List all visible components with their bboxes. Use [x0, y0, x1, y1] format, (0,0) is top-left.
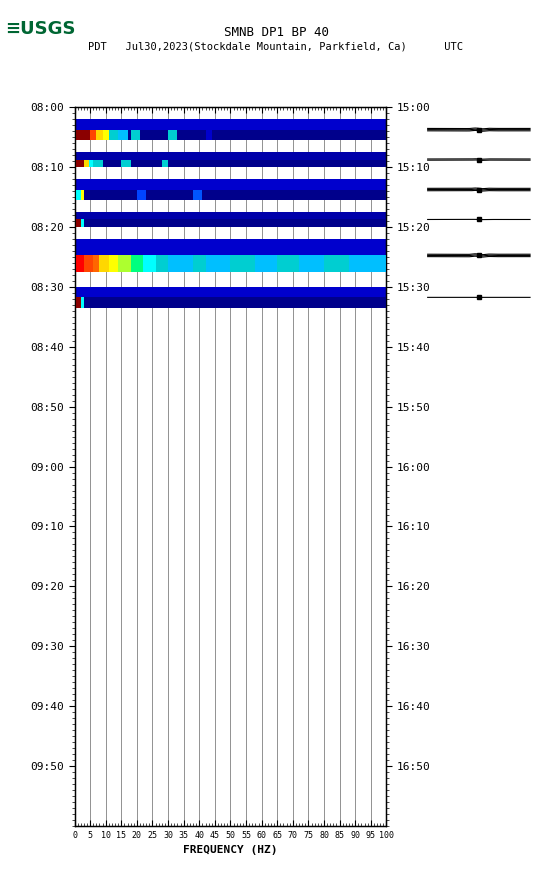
Text: ≡USGS: ≡USGS [6, 20, 76, 38]
Bar [137, 189, 146, 200]
Text: SMNB DP1 BP 40: SMNB DP1 BP 40 [224, 26, 328, 38]
Bar [75, 160, 84, 167]
Bar [118, 129, 128, 140]
Bar [84, 297, 386, 308]
Bar [193, 189, 203, 200]
Bar [205, 255, 231, 271]
Bar [162, 160, 168, 167]
Bar [121, 160, 131, 167]
Bar [75, 255, 386, 271]
Bar [84, 255, 93, 271]
Bar [75, 189, 81, 200]
Bar [75, 220, 81, 227]
Bar [131, 129, 140, 140]
Bar [75, 160, 386, 167]
Bar [193, 255, 205, 271]
Bar [90, 129, 97, 140]
Bar [75, 239, 386, 255]
Bar [93, 255, 99, 271]
Bar [75, 119, 386, 129]
Bar [81, 297, 84, 308]
Bar [168, 255, 193, 271]
Bar [84, 160, 88, 167]
Bar [84, 220, 386, 227]
Bar [349, 255, 386, 271]
Bar [143, 255, 156, 271]
Bar [156, 255, 168, 271]
Bar [75, 189, 386, 200]
Text: PDT   Jul30,2023(Stockdale Mountain, Parkfield, Ca)      UTC: PDT Jul30,2023(Stockdale Mountain, Parkf… [88, 41, 464, 51]
Bar [168, 129, 177, 140]
Bar [75, 255, 84, 271]
Bar [75, 212, 386, 220]
Bar [75, 220, 386, 227]
Bar [99, 255, 109, 271]
Bar [93, 160, 103, 167]
Bar [84, 189, 386, 200]
Bar [103, 129, 109, 140]
Bar [109, 255, 118, 271]
Bar [75, 287, 386, 297]
Bar [205, 129, 212, 140]
Bar [277, 255, 299, 271]
Bar [75, 152, 386, 160]
Bar [128, 129, 386, 140]
Bar [81, 220, 84, 227]
Bar [75, 129, 386, 140]
Bar [109, 129, 118, 140]
Bar [256, 255, 277, 271]
Bar [97, 129, 103, 140]
Bar [88, 160, 93, 167]
Bar [324, 255, 349, 271]
Bar [75, 129, 90, 140]
Bar [231, 255, 256, 271]
Bar [131, 255, 143, 271]
Bar [118, 255, 131, 271]
Bar [75, 179, 386, 189]
Bar [81, 189, 84, 200]
Bar [103, 160, 386, 167]
Bar [75, 297, 386, 308]
Bar [299, 255, 324, 271]
Bar [75, 297, 81, 308]
X-axis label: FREQUENCY (HZ): FREQUENCY (HZ) [183, 846, 278, 855]
